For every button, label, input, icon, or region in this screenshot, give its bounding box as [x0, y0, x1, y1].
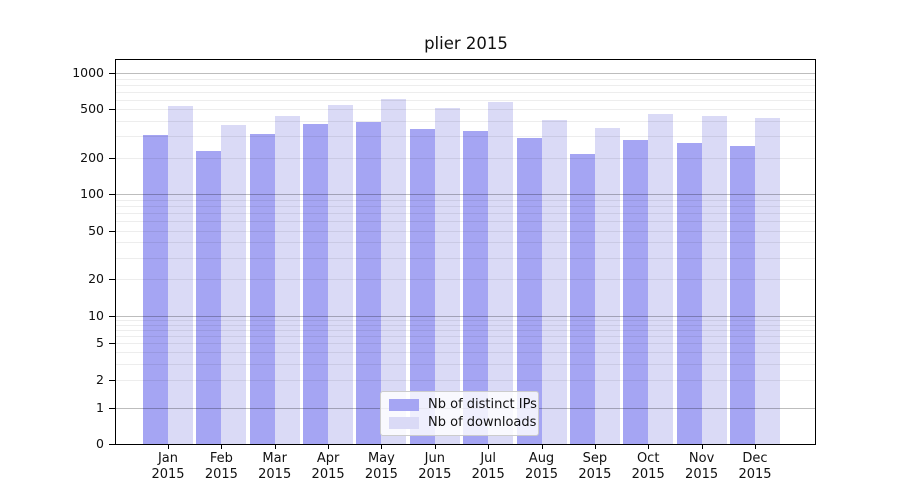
chart-title: plier 2015	[424, 34, 508, 53]
bar-downloads-jul	[488, 101, 514, 444]
bar-distinct-ips-apr	[303, 124, 329, 444]
y-tick-mark	[109, 73, 116, 74]
x-tick-mark	[702, 445, 703, 449]
plot-area: Nb of distinct IPs Nb of downloads	[115, 59, 816, 445]
y-tick-mark	[109, 444, 116, 445]
bar-downloads-may	[381, 99, 407, 444]
y-tick-label: 200	[80, 149, 104, 165]
x-tick-label-jul: Jul 2015	[471, 451, 505, 482]
x-tick-label-oct: Oct 2015	[631, 451, 665, 482]
x-tick-label-may: May 2015	[364, 451, 398, 482]
y-tick-mark	[109, 279, 116, 280]
x-tick-label-jun: Jun 2015	[418, 451, 452, 482]
bar-distinct-ips-sep	[569, 153, 595, 444]
bars-layer	[116, 60, 815, 444]
legend-swatch-downloads-icon	[389, 416, 419, 429]
y-tick-label: 1	[96, 400, 104, 416]
x-tick-mark	[328, 445, 329, 449]
bar-distinct-ips-dec	[730, 145, 755, 444]
x-tick-mark	[168, 445, 169, 449]
y-tick-label: 5	[96, 335, 104, 351]
bar-downloads-nov	[701, 116, 727, 444]
bar-distinct-ips-may	[356, 122, 382, 444]
bar-downloads-feb	[221, 125, 247, 444]
bar-downloads-sep	[594, 128, 620, 444]
legend-swatch-distinct-ips-icon	[389, 398, 419, 411]
y-tick-mark	[109, 380, 116, 381]
x-tick-label-feb: Feb 2015	[204, 451, 238, 482]
y-tick-mark	[109, 158, 116, 159]
y-tick-label: 10	[88, 307, 104, 323]
legend-item-distinct-ips: Nb of distinct IPs	[389, 397, 538, 412]
x-tick-mark	[435, 445, 436, 449]
x-tick-mark	[381, 445, 382, 449]
x-tick-mark	[542, 445, 543, 449]
legend-label-distinct-ips: Nb of distinct IPs	[428, 397, 537, 412]
bar-distinct-ips-oct	[623, 139, 649, 444]
x-tick-label-jan: Jan 2015	[151, 451, 185, 482]
bar-downloads-mar	[274, 115, 300, 444]
bar-distinct-ips-mar	[249, 133, 275, 444]
legend-label-downloads: Nb of downloads	[428, 415, 537, 430]
legend-item-downloads: Nb of downloads	[389, 415, 538, 430]
x-tick-mark	[275, 445, 276, 449]
bar-downloads-dec	[755, 118, 780, 444]
y-tick-mark	[109, 316, 116, 317]
x-tick-label-sep: Sep 2015	[578, 451, 612, 482]
x-tick-mark	[648, 445, 649, 449]
x-tick-label-apr: Apr 2015	[311, 451, 345, 482]
x-tick-label-nov: Nov 2015	[685, 451, 719, 482]
bar-downloads-apr	[328, 104, 354, 444]
y-tick-label: 2	[96, 372, 104, 388]
legend: Nb of distinct IPs Nb of downloads	[380, 391, 539, 436]
x-tick-mark	[488, 445, 489, 449]
y-tick-mark	[109, 194, 116, 195]
y-tick-label: 1000	[72, 65, 104, 80]
bar-distinct-ips-nov	[676, 142, 702, 444]
y-tick-label: 500	[80, 101, 104, 117]
x-tick-label-aug: Aug 2015	[524, 451, 559, 482]
y-tick-label: 50	[88, 222, 104, 238]
y-tick-label: 20	[88, 270, 104, 286]
bar-downloads-jan	[168, 105, 193, 444]
bar-downloads-oct	[648, 113, 674, 444]
x-tick-mark	[221, 445, 222, 449]
bar-distinct-ips-jan	[143, 135, 168, 444]
y-tick-mark	[109, 408, 116, 409]
y-tick-mark	[109, 231, 116, 232]
y-tick-label: 0	[96, 436, 104, 451]
bar-downloads-aug	[541, 120, 567, 444]
x-tick-label-dec: Dec 2015	[738, 451, 772, 482]
y-tick-mark	[109, 343, 116, 344]
x-tick-mark	[755, 445, 756, 449]
y-tick-mark	[109, 109, 116, 110]
x-tick-mark	[595, 445, 596, 449]
bar-downloads-jun	[434, 108, 460, 444]
y-tick-label: 100	[80, 186, 104, 201]
x-tick-label-mar: Mar 2015	[258, 451, 292, 482]
bar-distinct-ips-feb	[196, 150, 222, 444]
